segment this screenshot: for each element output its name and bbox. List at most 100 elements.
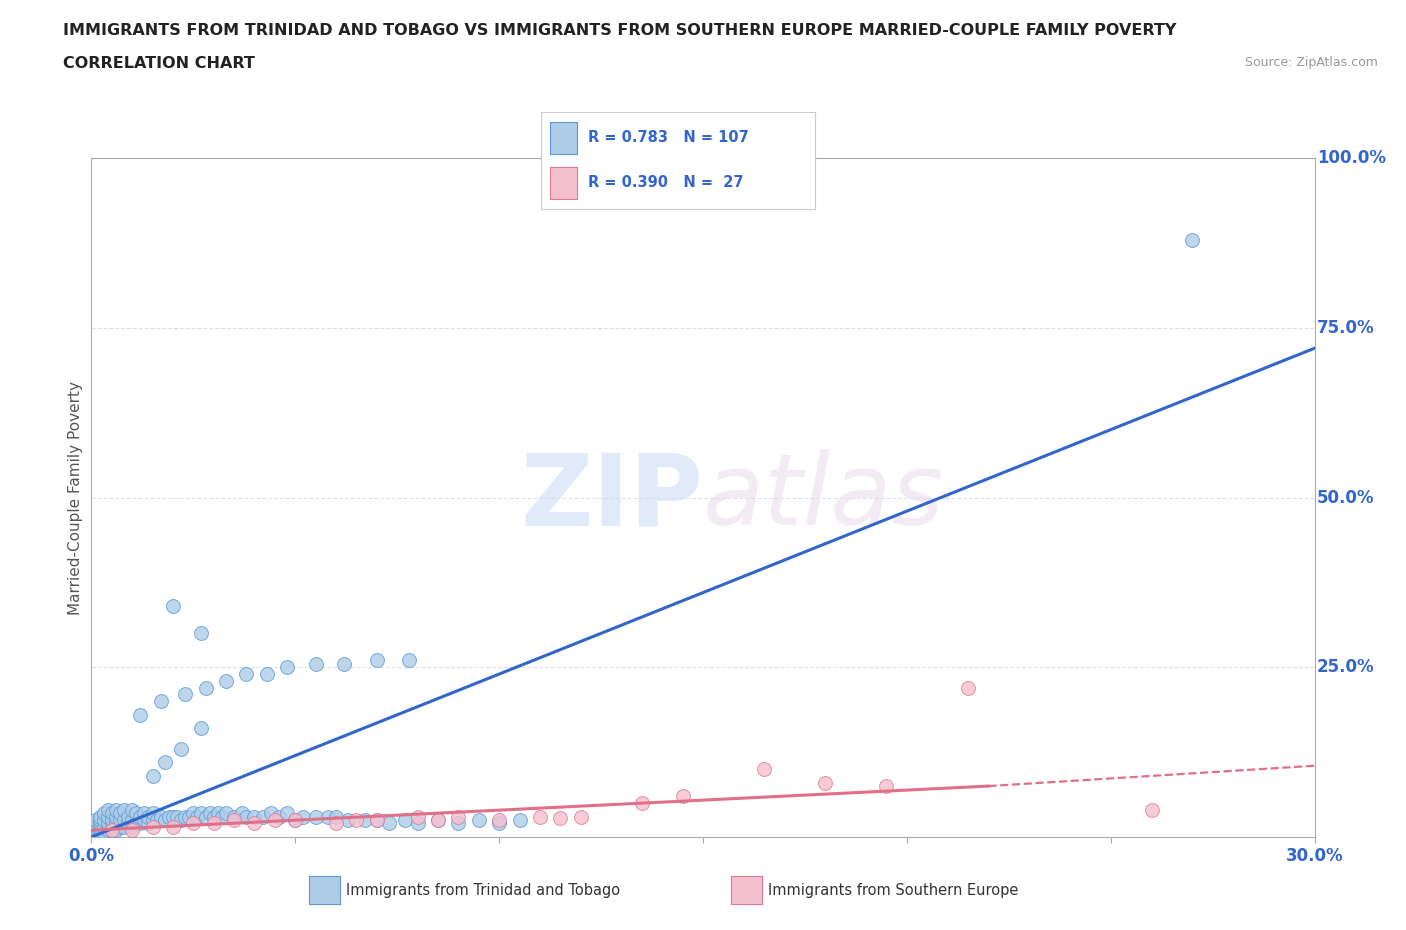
Point bbox=[378, 816, 401, 830]
Point bbox=[406, 809, 429, 824]
Point bbox=[97, 809, 120, 824]
Point bbox=[316, 809, 339, 824]
Point bbox=[333, 657, 356, 671]
Point bbox=[252, 809, 274, 824]
Point bbox=[121, 803, 143, 817]
Point bbox=[569, 809, 592, 824]
Point bbox=[366, 813, 388, 828]
Point bbox=[243, 816, 266, 830]
Point bbox=[157, 809, 180, 824]
Point bbox=[235, 809, 257, 824]
Text: ZIP: ZIP bbox=[520, 449, 703, 546]
Text: R = 0.390   N =  27: R = 0.390 N = 27 bbox=[588, 176, 744, 191]
Point bbox=[337, 813, 360, 828]
Point bbox=[101, 819, 124, 834]
Point bbox=[190, 626, 212, 641]
Point bbox=[284, 813, 307, 828]
Text: 50.0%: 50.0% bbox=[1317, 488, 1375, 507]
Point bbox=[108, 813, 131, 828]
Point bbox=[215, 673, 238, 688]
Text: CORRELATION CHART: CORRELATION CHART bbox=[63, 56, 254, 71]
Point bbox=[276, 660, 298, 675]
Point bbox=[134, 805, 156, 820]
Point bbox=[93, 813, 115, 828]
Point bbox=[141, 813, 163, 828]
Point bbox=[222, 809, 246, 824]
Point bbox=[166, 809, 188, 824]
Point bbox=[325, 816, 347, 830]
Point bbox=[202, 809, 225, 824]
Point bbox=[183, 816, 205, 830]
Point bbox=[97, 823, 120, 838]
Point bbox=[174, 809, 197, 824]
Point bbox=[427, 813, 450, 828]
Point bbox=[1181, 232, 1204, 247]
Point bbox=[89, 823, 111, 838]
Point bbox=[170, 741, 193, 756]
Point bbox=[346, 813, 368, 828]
Point bbox=[112, 813, 135, 828]
Point bbox=[488, 816, 510, 830]
Point bbox=[125, 816, 148, 830]
Point bbox=[97, 803, 120, 817]
Text: atlas: atlas bbox=[703, 449, 945, 546]
Point bbox=[84, 823, 107, 838]
Point bbox=[129, 809, 152, 824]
Point bbox=[529, 809, 551, 824]
Point bbox=[84, 819, 107, 834]
Point bbox=[366, 813, 388, 828]
Point bbox=[211, 809, 233, 824]
Point bbox=[186, 809, 208, 824]
Point bbox=[754, 762, 776, 777]
Text: 25.0%: 25.0% bbox=[1317, 658, 1375, 676]
Point bbox=[631, 796, 654, 811]
Point bbox=[215, 805, 238, 820]
Point bbox=[162, 819, 184, 834]
Point bbox=[550, 811, 572, 826]
Point bbox=[125, 805, 148, 820]
Point bbox=[814, 776, 837, 790]
Text: 75.0%: 75.0% bbox=[1317, 319, 1375, 337]
Point bbox=[84, 813, 107, 828]
Point bbox=[256, 667, 278, 682]
Point bbox=[183, 805, 205, 820]
Point bbox=[304, 809, 326, 824]
Point bbox=[207, 805, 229, 820]
Point bbox=[222, 813, 246, 828]
Point bbox=[117, 809, 139, 824]
Point bbox=[101, 805, 124, 820]
Point bbox=[89, 816, 111, 830]
Y-axis label: Married-Couple Family Poverty: Married-Couple Family Poverty bbox=[67, 380, 83, 615]
Point bbox=[101, 823, 124, 838]
Point bbox=[153, 755, 176, 770]
Point bbox=[149, 694, 172, 709]
Point bbox=[153, 813, 176, 828]
Point bbox=[134, 813, 156, 828]
Point bbox=[141, 768, 163, 783]
Text: R = 0.783   N = 107: R = 0.783 N = 107 bbox=[588, 130, 748, 145]
Point bbox=[488, 813, 510, 828]
Point bbox=[194, 809, 217, 824]
Point bbox=[231, 805, 253, 820]
Point bbox=[179, 809, 201, 824]
Point bbox=[141, 805, 163, 820]
Point bbox=[104, 823, 127, 838]
Point bbox=[190, 805, 212, 820]
Text: Immigrants from Southern Europe: Immigrants from Southern Europe bbox=[768, 883, 1018, 897]
Point bbox=[467, 813, 491, 828]
Point bbox=[89, 813, 111, 828]
Bar bbox=[550, 123, 576, 153]
Text: Source: ZipAtlas.com: Source: ZipAtlas.com bbox=[1244, 56, 1378, 69]
Point bbox=[956, 680, 979, 695]
Point bbox=[101, 823, 124, 838]
Point bbox=[104, 803, 127, 817]
Point bbox=[235, 667, 257, 682]
Point bbox=[89, 826, 111, 841]
Text: IMMIGRANTS FROM TRINIDAD AND TOBAGO VS IMMIGRANTS FROM SOUTHERN EUROPE MARRIED-C: IMMIGRANTS FROM TRINIDAD AND TOBAGO VS I… bbox=[63, 23, 1177, 38]
Point bbox=[121, 823, 143, 838]
Point bbox=[198, 805, 221, 820]
Point bbox=[264, 813, 287, 828]
Bar bbox=[550, 167, 576, 198]
Point bbox=[84, 816, 107, 830]
Point bbox=[104, 809, 127, 824]
